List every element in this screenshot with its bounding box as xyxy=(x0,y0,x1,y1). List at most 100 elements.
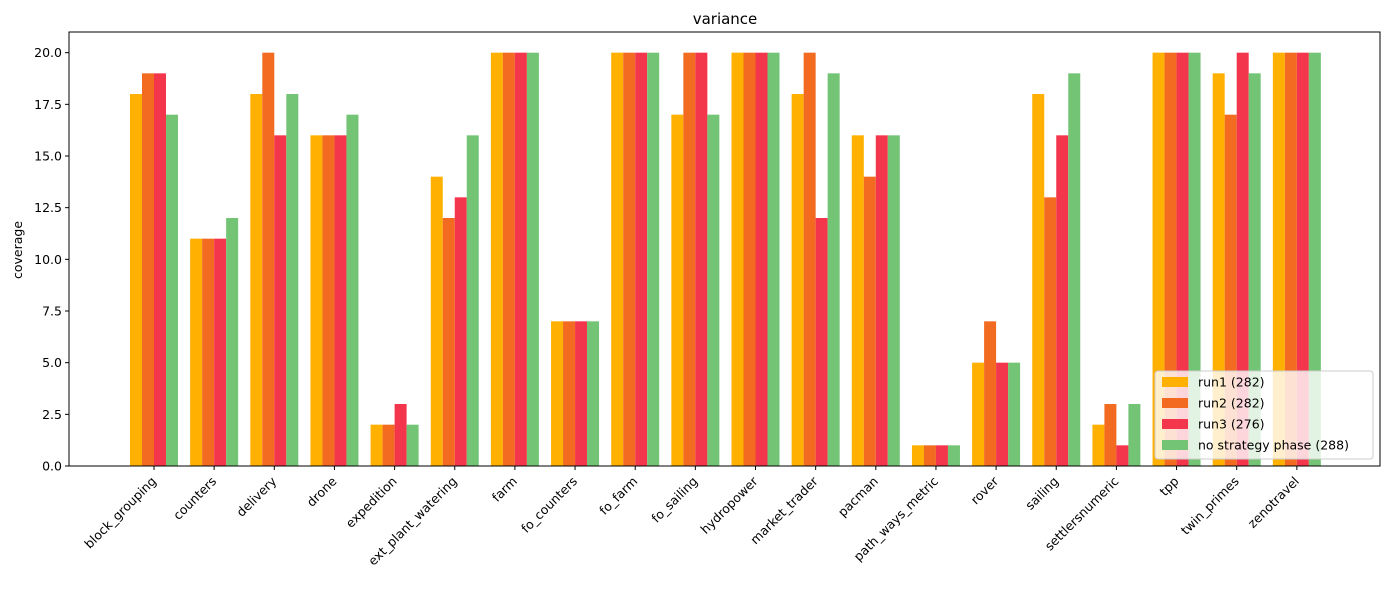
legend-swatch xyxy=(1162,398,1188,408)
bar-hydropower-series-1 xyxy=(731,52,744,467)
bar-hydropower-series-2 xyxy=(743,52,756,467)
bars-group xyxy=(130,52,1321,467)
bar-delivery-series-1 xyxy=(250,94,263,466)
bar-block_grouping-series-4 xyxy=(166,114,178,467)
bar-expedition-series-3 xyxy=(394,404,407,466)
y-tick-label: 15.0 xyxy=(34,149,62,164)
bar-drone-series-1 xyxy=(310,135,323,466)
bar-rover-series-3 xyxy=(996,362,1009,466)
bar-drone-series-3 xyxy=(334,135,347,466)
bar-settlersnumeric-series-3 xyxy=(1116,445,1129,466)
legend-swatch xyxy=(1162,440,1188,450)
chart-title: variance xyxy=(693,10,758,28)
bar-zenotravel-series-4 xyxy=(1308,52,1321,467)
bar-rover-series-4 xyxy=(1008,362,1021,466)
bar-tpp-series-4 xyxy=(1188,52,1201,467)
bar-block_grouping-series-2 xyxy=(142,73,154,466)
bar-hydropower-series-3 xyxy=(755,52,768,467)
y-tick-label: 7.5 xyxy=(42,304,62,319)
x-tick-label: rover xyxy=(967,473,1001,507)
bar-tpp-series-2 xyxy=(1164,52,1177,467)
x-tick-label: fo_farm xyxy=(596,474,640,518)
x-tick-label: delivery xyxy=(233,473,280,520)
bar-ext_plant_watering-series-4 xyxy=(466,135,479,466)
y-axis-title: coverage xyxy=(10,221,25,279)
bar-expedition-series-2 xyxy=(382,424,395,466)
bar-fo_sailing-series-1 xyxy=(671,114,684,467)
bar-fo_sailing-series-4 xyxy=(707,114,720,467)
bar-counters-series-1 xyxy=(190,238,203,466)
bar-pacman-series-2 xyxy=(863,176,876,467)
bar-rover-series-1 xyxy=(972,362,985,466)
bar-ext_plant_watering-series-1 xyxy=(430,176,443,467)
bar-twin_primes-series-4 xyxy=(1248,73,1261,466)
bar-path_ways_metric-series-2 xyxy=(923,445,936,466)
x-tick-label: fo_counters xyxy=(518,474,580,536)
bar-sailing-series-1 xyxy=(1032,94,1045,466)
x-tick-label: drone xyxy=(303,473,339,509)
legend-label: run1 (282) xyxy=(1198,375,1265,390)
bar-counters-series-2 xyxy=(202,238,215,466)
bar-counters-series-3 xyxy=(214,238,227,466)
bar-farm-series-4 xyxy=(526,52,539,467)
x-tick-label: twin_primes xyxy=(1178,474,1242,538)
x-tick-label: fo_sailing xyxy=(648,474,700,526)
bar-block_grouping-series-1 xyxy=(130,94,142,466)
y-tick-label: 10.0 xyxy=(34,252,62,267)
bar-settlersnumeric-series-4 xyxy=(1128,404,1141,466)
legend-label: no strategy phase (288) xyxy=(1198,438,1349,453)
y-tick-label: 5.0 xyxy=(42,355,62,370)
bar-path_ways_metric-series-3 xyxy=(935,445,948,466)
bar-fo_farm-series-2 xyxy=(623,52,636,467)
legend-label: run3 (276) xyxy=(1198,417,1265,432)
bar-block_grouping-series-3 xyxy=(154,73,166,466)
bar-expedition-series-1 xyxy=(370,424,383,466)
x-axis-ticks: block_grouping counters delivery drone exped… xyxy=(81,466,1302,568)
bar-pacman-series-4 xyxy=(887,135,900,466)
bar-market_trader-series-3 xyxy=(815,218,828,466)
x-tick-label: tpp xyxy=(1156,473,1181,498)
bar-farm-series-1 xyxy=(490,52,503,467)
bar-market_trader-series-4 xyxy=(827,73,840,466)
bar-settlersnumeric-series-1 xyxy=(1092,424,1105,466)
x-tick-label: counters xyxy=(170,474,219,523)
x-tick-label: block_grouping xyxy=(81,474,159,552)
bar-zenotravel-series-2 xyxy=(1284,52,1297,467)
bar-farm-series-3 xyxy=(514,52,527,467)
bar-rover-series-2 xyxy=(984,321,997,466)
bar-sailing-series-2 xyxy=(1044,197,1057,466)
legend: run1 (282) run2 (282) run3 (276) no strateg… xyxy=(1154,370,1374,460)
y-tick-label: 17.5 xyxy=(34,97,62,112)
y-tick-label: 12.5 xyxy=(34,200,62,215)
x-tick-label: pacman xyxy=(835,474,881,520)
x-tick-label: sailing xyxy=(1022,474,1061,513)
legend-label: run2 (282) xyxy=(1198,396,1265,411)
bar-twin_primes-series-3 xyxy=(1236,52,1249,467)
bar-fo_counters-series-3 xyxy=(575,321,588,466)
y-axis-ticks: 0.0 2.5 5.0 7.5 10.0 12.5 15.0 17.5 20.0 xyxy=(34,45,69,474)
bar-fo_farm-series-4 xyxy=(647,52,660,467)
bar-sailing-series-4 xyxy=(1068,73,1081,466)
y-tick-label: 0.0 xyxy=(42,459,62,474)
plot-frame xyxy=(68,31,1381,467)
bar-fo_sailing-series-3 xyxy=(695,52,708,467)
bar-delivery-series-3 xyxy=(274,135,287,466)
bar-pacman-series-3 xyxy=(875,135,888,466)
bar-tpp-series-1 xyxy=(1152,52,1165,467)
bar-farm-series-2 xyxy=(502,52,515,467)
bar-zenotravel-series-1 xyxy=(1272,52,1285,467)
bar-fo_counters-series-1 xyxy=(551,321,564,466)
bar-counters-series-4 xyxy=(226,218,239,466)
bar-tpp-series-3 xyxy=(1176,52,1189,467)
bar-path_ways_metric-series-4 xyxy=(947,445,960,466)
bar-fo_counters-series-2 xyxy=(563,321,576,466)
bar-market_trader-series-2 xyxy=(803,52,816,467)
bar-fo_farm-series-3 xyxy=(635,52,648,467)
bar-path_ways_metric-series-1 xyxy=(911,445,924,466)
bar-ext_plant_watering-series-3 xyxy=(454,197,467,466)
bar-expedition-series-4 xyxy=(406,424,419,466)
x-tick-label: farm xyxy=(489,474,520,505)
bar-fo_counters-series-4 xyxy=(587,321,600,466)
x-tick-label: zenotravel xyxy=(1245,474,1302,531)
